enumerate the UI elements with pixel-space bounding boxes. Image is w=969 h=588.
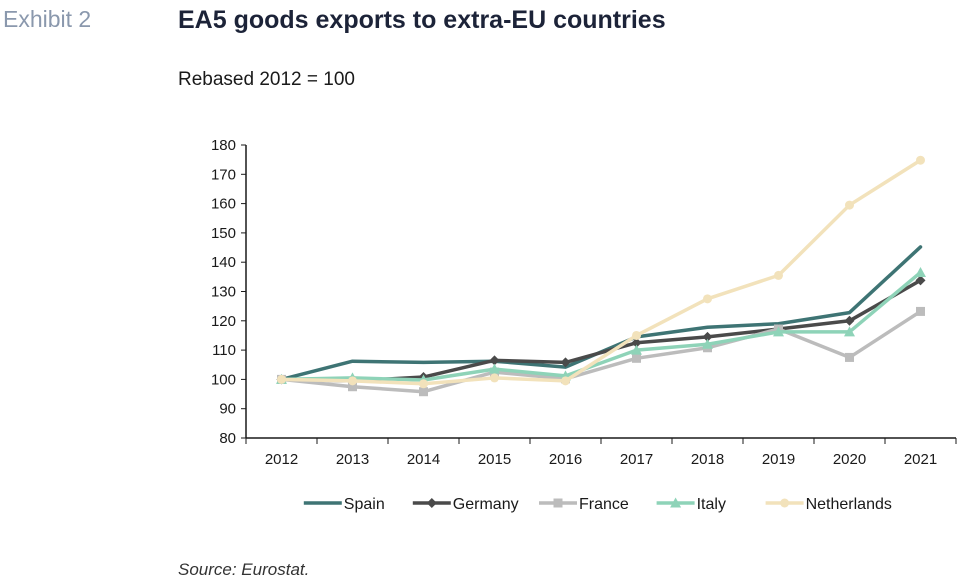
legend-label-spain: Spain <box>344 496 385 513</box>
y-tick-label: 90 <box>219 401 236 418</box>
data-point-italy <box>631 344 642 355</box>
y-tick-label: 170 <box>211 166 236 183</box>
data-point-italy <box>773 326 784 337</box>
x-tick-label: 2016 <box>549 451 582 468</box>
data-point-netherlands <box>561 376 570 386</box>
data-point-netherlands <box>703 294 712 304</box>
chart-subtitle: Rebased 2012 = 100 <box>178 69 355 90</box>
x-tick-label: 2012 <box>265 451 298 468</box>
data-point-germany <box>915 275 926 286</box>
y-tick-label: 150 <box>211 225 236 242</box>
x-tick-label: 2019 <box>762 451 795 468</box>
legend-marker-italy <box>670 497 682 508</box>
exhibit-label: Exhibit 2 <box>3 6 92 32</box>
legend-label-france: France <box>579 496 629 513</box>
chart-title: EA5 goods exports to extra-EU countries <box>178 6 666 34</box>
data-point-netherlands <box>916 155 925 165</box>
legend-item-spain: Spain <box>303 496 385 513</box>
x-tick-label: 2020 <box>833 451 866 468</box>
y-tick-label: 80 <box>219 430 236 447</box>
chart-axes: 80 90 100 110 120 130 140 150 160 170 180 2012 2013 2… <box>211 137 957 468</box>
x-tick-label: 2015 <box>478 451 511 468</box>
data-point-italy <box>844 326 855 337</box>
data-point-germany <box>702 331 713 342</box>
y-tick-label: 180 <box>211 137 236 154</box>
y-tick-label: 110 <box>212 342 236 359</box>
x-tick-label: 2021 <box>904 451 937 468</box>
data-point-netherlands <box>419 379 428 389</box>
data-point-france <box>632 353 641 363</box>
y-tick-label: 100 <box>211 371 236 388</box>
data-point-netherlands <box>348 376 357 386</box>
legend-item-netherlands: Netherlands <box>765 496 892 513</box>
legend-label-germany: Germany <box>453 496 519 513</box>
data-point-netherlands <box>774 270 783 280</box>
legend-item-france: France <box>539 496 629 513</box>
legend-marker-netherlands <box>780 498 790 508</box>
data-point-germany <box>844 315 855 326</box>
series-line-france <box>279 309 923 394</box>
y-tick-label: 140 <box>211 254 236 271</box>
data-point-netherlands <box>277 374 286 384</box>
data-point-italy <box>489 363 500 374</box>
series-line-italy <box>279 270 923 382</box>
data-point-italy <box>702 338 713 349</box>
y-tick-label: 130 <box>211 284 236 301</box>
x-tick-label: 2017 <box>620 451 653 468</box>
legend-marker-france <box>553 498 563 508</box>
x-tick-label: 2013 <box>336 451 369 468</box>
source-note: Source: Eurostat. <box>178 560 310 579</box>
legend-label-italy: Italy <box>697 496 726 513</box>
data-point-france <box>845 352 854 362</box>
data-point-netherlands <box>490 373 499 383</box>
data-point-germany <box>489 355 500 366</box>
data-point-italy <box>915 266 926 277</box>
series-netherlands <box>277 155 925 389</box>
data-point-france <box>419 387 428 397</box>
legend-label-netherlands: Netherlands <box>806 496 892 513</box>
legend-item-germany: Germany <box>412 496 519 513</box>
chart-legend: Spain Germany France Italy Netherlands <box>303 496 892 513</box>
x-tick-label: 2014 <box>407 451 440 468</box>
y-tick-label: 120 <box>211 313 236 330</box>
series-line-netherlands <box>279 158 923 386</box>
data-point-netherlands <box>632 330 641 340</box>
data-point-france <box>916 306 925 316</box>
data-point-germany <box>560 357 571 368</box>
data-point-france <box>348 382 357 392</box>
x-tick-label: 2018 <box>691 451 724 468</box>
y-tick-label: 160 <box>211 196 236 213</box>
data-point-netherlands <box>845 200 854 210</box>
data-point-germany <box>631 337 642 348</box>
legend-item-italy: Italy <box>656 496 726 513</box>
legend-marker-germany <box>426 498 437 508</box>
chart-series <box>276 155 926 397</box>
